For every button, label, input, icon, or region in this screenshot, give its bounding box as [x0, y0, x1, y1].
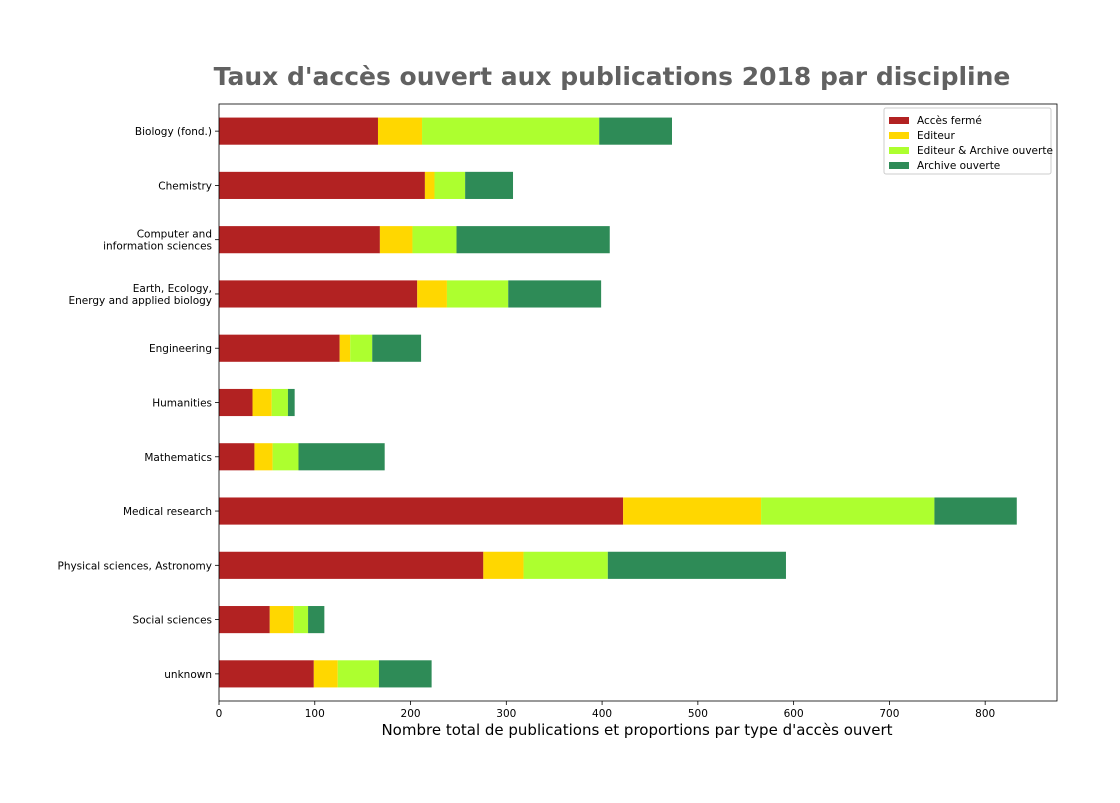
bar-segment	[623, 497, 762, 525]
bar-segment	[379, 226, 413, 254]
x-tick-label: 100	[305, 708, 325, 720]
y-tick-label: Social sciences	[133, 615, 212, 627]
y-tick-label-line: Earth, Ecology,	[133, 283, 212, 295]
legend-swatch	[889, 162, 909, 169]
chart-title: Taux d'accès ouvert aux publications 201…	[214, 62, 1011, 91]
y-tick-label-line: Medical research	[123, 506, 212, 518]
bar-segment	[417, 280, 447, 308]
bar-segment	[219, 388, 253, 417]
bar-segment	[313, 660, 338, 688]
bar-segment	[219, 117, 378, 145]
bar-segment	[219, 606, 270, 634]
y-tick-label-line: Social sciences	[133, 615, 212, 627]
bar-segment	[934, 497, 1017, 525]
y-tick-label: Engineering	[149, 343, 212, 355]
y-tick-label-line: Computer and	[137, 229, 212, 241]
bar-segment	[337, 660, 379, 688]
bar-segment	[412, 226, 457, 254]
y-tick-label: Biology (fond.)	[135, 126, 212, 138]
bar-segment	[219, 334, 340, 362]
bar-segment	[219, 497, 624, 525]
legend-label: Accès fermé	[917, 115, 982, 127]
bar-segment	[424, 171, 435, 199]
y-tick-label-line: Physical sciences, Astronomy	[57, 560, 212, 572]
y-tick-label: Medical research	[123, 506, 212, 518]
y-tick-label: Humanities	[152, 398, 212, 410]
bar-segment	[219, 443, 255, 471]
bar-segment	[272, 443, 299, 471]
y-tick-label: unknown	[164, 669, 212, 681]
bar-segment	[456, 226, 610, 254]
y-tick-label-line: Humanities	[152, 398, 212, 410]
y-tick-label: Computer and information sciences	[103, 229, 212, 253]
y-tick-label-line: Mathematics	[144, 452, 212, 464]
bar-segment	[446, 280, 509, 308]
bar-segment	[308, 606, 325, 634]
bar-segment	[607, 551, 786, 579]
bar-segment	[339, 334, 351, 362]
y-tick-label: Earth, Ecology, Energy and applied biolog…	[69, 283, 212, 307]
y-tick-label: Chemistry	[158, 180, 212, 192]
bar-segment	[287, 388, 295, 417]
legend-swatch	[889, 132, 909, 139]
bar-segment	[298, 443, 385, 471]
y-tick-label-line: unknown	[164, 669, 212, 681]
x-tick-label: 700	[879, 708, 899, 720]
bar-segment	[372, 334, 422, 362]
y-tick-label: Physical sciences, Astronomy	[57, 560, 212, 572]
bar-segment	[269, 606, 294, 634]
y-tick-label-line: Biology (fond.)	[135, 126, 212, 138]
bar-segment	[293, 606, 309, 634]
bar-segment	[599, 117, 672, 145]
bar-segment	[378, 660, 432, 688]
bar-segment	[219, 226, 380, 254]
bar-segment	[219, 280, 418, 308]
bar-segment	[508, 280, 602, 308]
y-tick-label-line: information sciences	[103, 241, 212, 253]
x-tick-label: 600	[784, 708, 804, 720]
y-tick-label-line: Energy and applied biology	[69, 295, 212, 307]
legend-label: Editeur & Archive ouverte	[917, 145, 1053, 157]
bar-segment	[523, 551, 608, 579]
x-tick-label: 0	[216, 708, 223, 720]
bar-segment	[254, 443, 273, 471]
bar-segment	[219, 551, 484, 579]
x-tick-label: 300	[496, 708, 516, 720]
bar-segment	[483, 551, 524, 579]
x-tick-label: 500	[688, 708, 708, 720]
x-tick-label: 800	[975, 708, 995, 720]
bar-segment	[350, 334, 373, 362]
y-tick-label: Mathematics	[144, 452, 212, 464]
x-tick-label: 400	[592, 708, 612, 720]
x-tick-label: 200	[401, 708, 421, 720]
legend-label: Editeur	[917, 130, 955, 142]
y-tick-label-line: Chemistry	[158, 180, 212, 192]
bar-segment	[219, 660, 314, 688]
bar-segment	[377, 117, 423, 145]
bar-segment	[434, 171, 466, 199]
legend-swatch	[889, 117, 909, 124]
legend-box	[883, 107, 1052, 175]
x-axis-label: Nombre total de publications et proporti…	[381, 721, 892, 739]
y-tick-label-line: Engineering	[149, 343, 212, 355]
bar-segment	[252, 388, 272, 417]
bar-segment	[465, 171, 514, 199]
bar-segment	[271, 388, 288, 417]
bar-segment	[761, 497, 935, 525]
legend-swatch	[889, 147, 909, 154]
legend-label: Archive ouverte	[917, 160, 1000, 172]
plot-area: Biology (fond.) Chemistry Computer and info…	[57, 103, 1058, 720]
bar-segment	[219, 171, 425, 199]
bar-segment	[422, 117, 600, 145]
